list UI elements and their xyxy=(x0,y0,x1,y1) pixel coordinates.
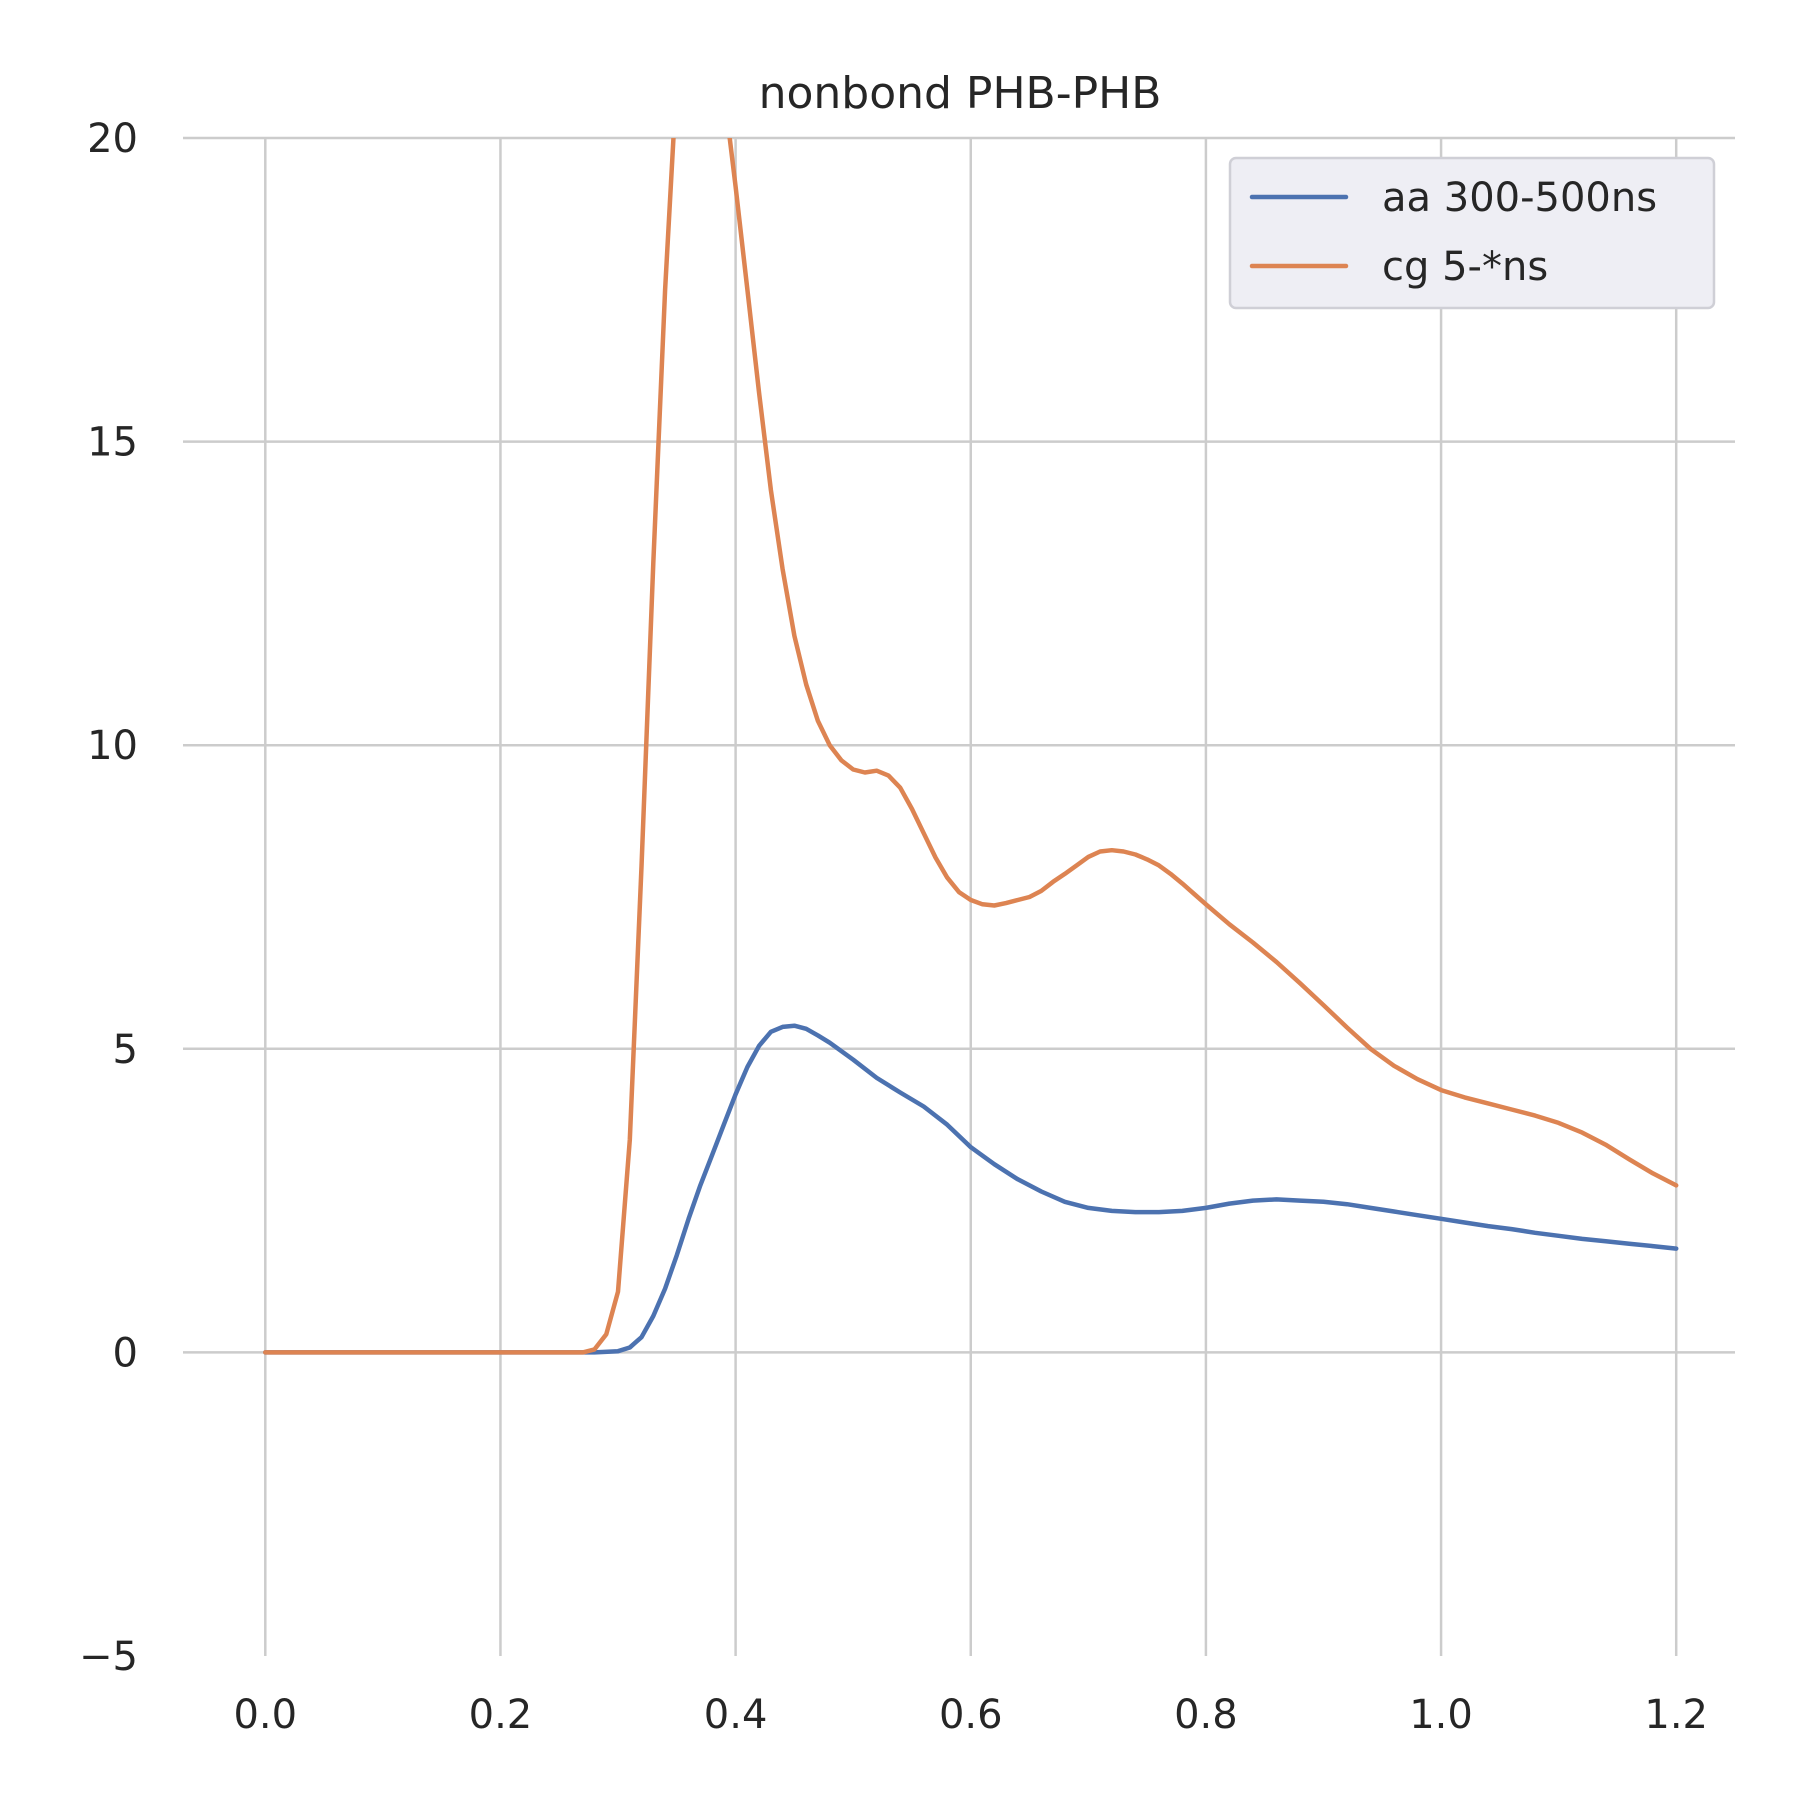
y-tick-label: 0 xyxy=(113,1330,138,1376)
x-tick-label: 1.0 xyxy=(1409,1692,1473,1738)
y-tick-label: 15 xyxy=(87,420,138,466)
series-lines xyxy=(263,138,1679,1355)
x-tick-label: 1.2 xyxy=(1644,1692,1708,1738)
series-line-1 xyxy=(263,1023,1679,1355)
x-tick-label: 0.8 xyxy=(1174,1692,1238,1738)
x-tick-label: 0.0 xyxy=(233,1692,297,1738)
tick-labels: 0.0 0.2 0.4 0.6 0.8 1.0 1.2 −5 0 5 10 15 20 xyxy=(79,116,1708,1738)
x-tick-label: 0.4 xyxy=(704,1692,768,1738)
legend-label: cg 5-*ns xyxy=(1382,244,1548,290)
y-tick-label: 10 xyxy=(87,723,138,769)
grid-lines xyxy=(183,136,1735,1656)
legend-label: aa 300-500ns xyxy=(1382,175,1657,221)
legend-box xyxy=(1228,156,1716,310)
legend: aa 300-500ns cg 5-*ns xyxy=(1228,156,1716,310)
y-tick-label: −5 xyxy=(79,1634,138,1680)
x-tick-label: 0.2 xyxy=(469,1692,533,1738)
y-tick-label: 20 xyxy=(87,116,138,162)
series-line-2 xyxy=(263,138,1679,1355)
chart-title: nonbond PHB-PHB xyxy=(759,68,1162,119)
y-tick-label: 5 xyxy=(113,1027,138,1073)
x-tick-label: 0.6 xyxy=(939,1692,1003,1738)
